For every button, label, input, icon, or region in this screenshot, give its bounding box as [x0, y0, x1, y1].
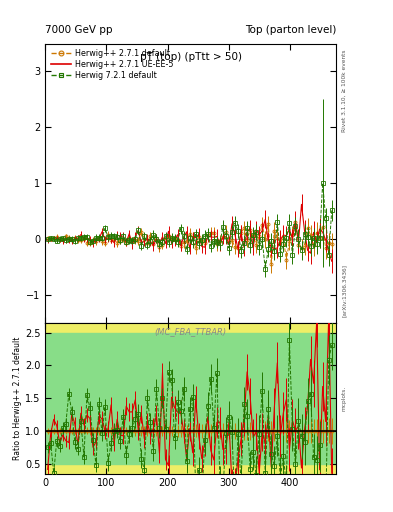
Text: (MC_FBA_TTBAR): (MC_FBA_TTBAR): [154, 327, 227, 336]
Text: mcplots.: mcplots.: [342, 386, 347, 411]
Text: pT (top) (pTtt > 50): pT (top) (pTtt > 50): [140, 52, 242, 62]
Text: Top (parton level): Top (parton level): [244, 25, 336, 35]
Text: 7000 GeV pp: 7000 GeV pp: [45, 25, 113, 35]
Legend: Herwig++ 2.7.1 default, Herwig++ 2.7.1 UE-EE-5, Herwig 7.2.1 default: Herwig++ 2.7.1 default, Herwig++ 2.7.1 U…: [49, 48, 175, 82]
Y-axis label: Ratio to Herwig++ 2.7.1 default: Ratio to Herwig++ 2.7.1 default: [13, 336, 22, 460]
Text: [arXiv:1306.3436]: [arXiv:1306.3436]: [342, 264, 347, 317]
Text: Rivet 3.1.10, ≥ 100k events: Rivet 3.1.10, ≥ 100k events: [342, 49, 347, 132]
